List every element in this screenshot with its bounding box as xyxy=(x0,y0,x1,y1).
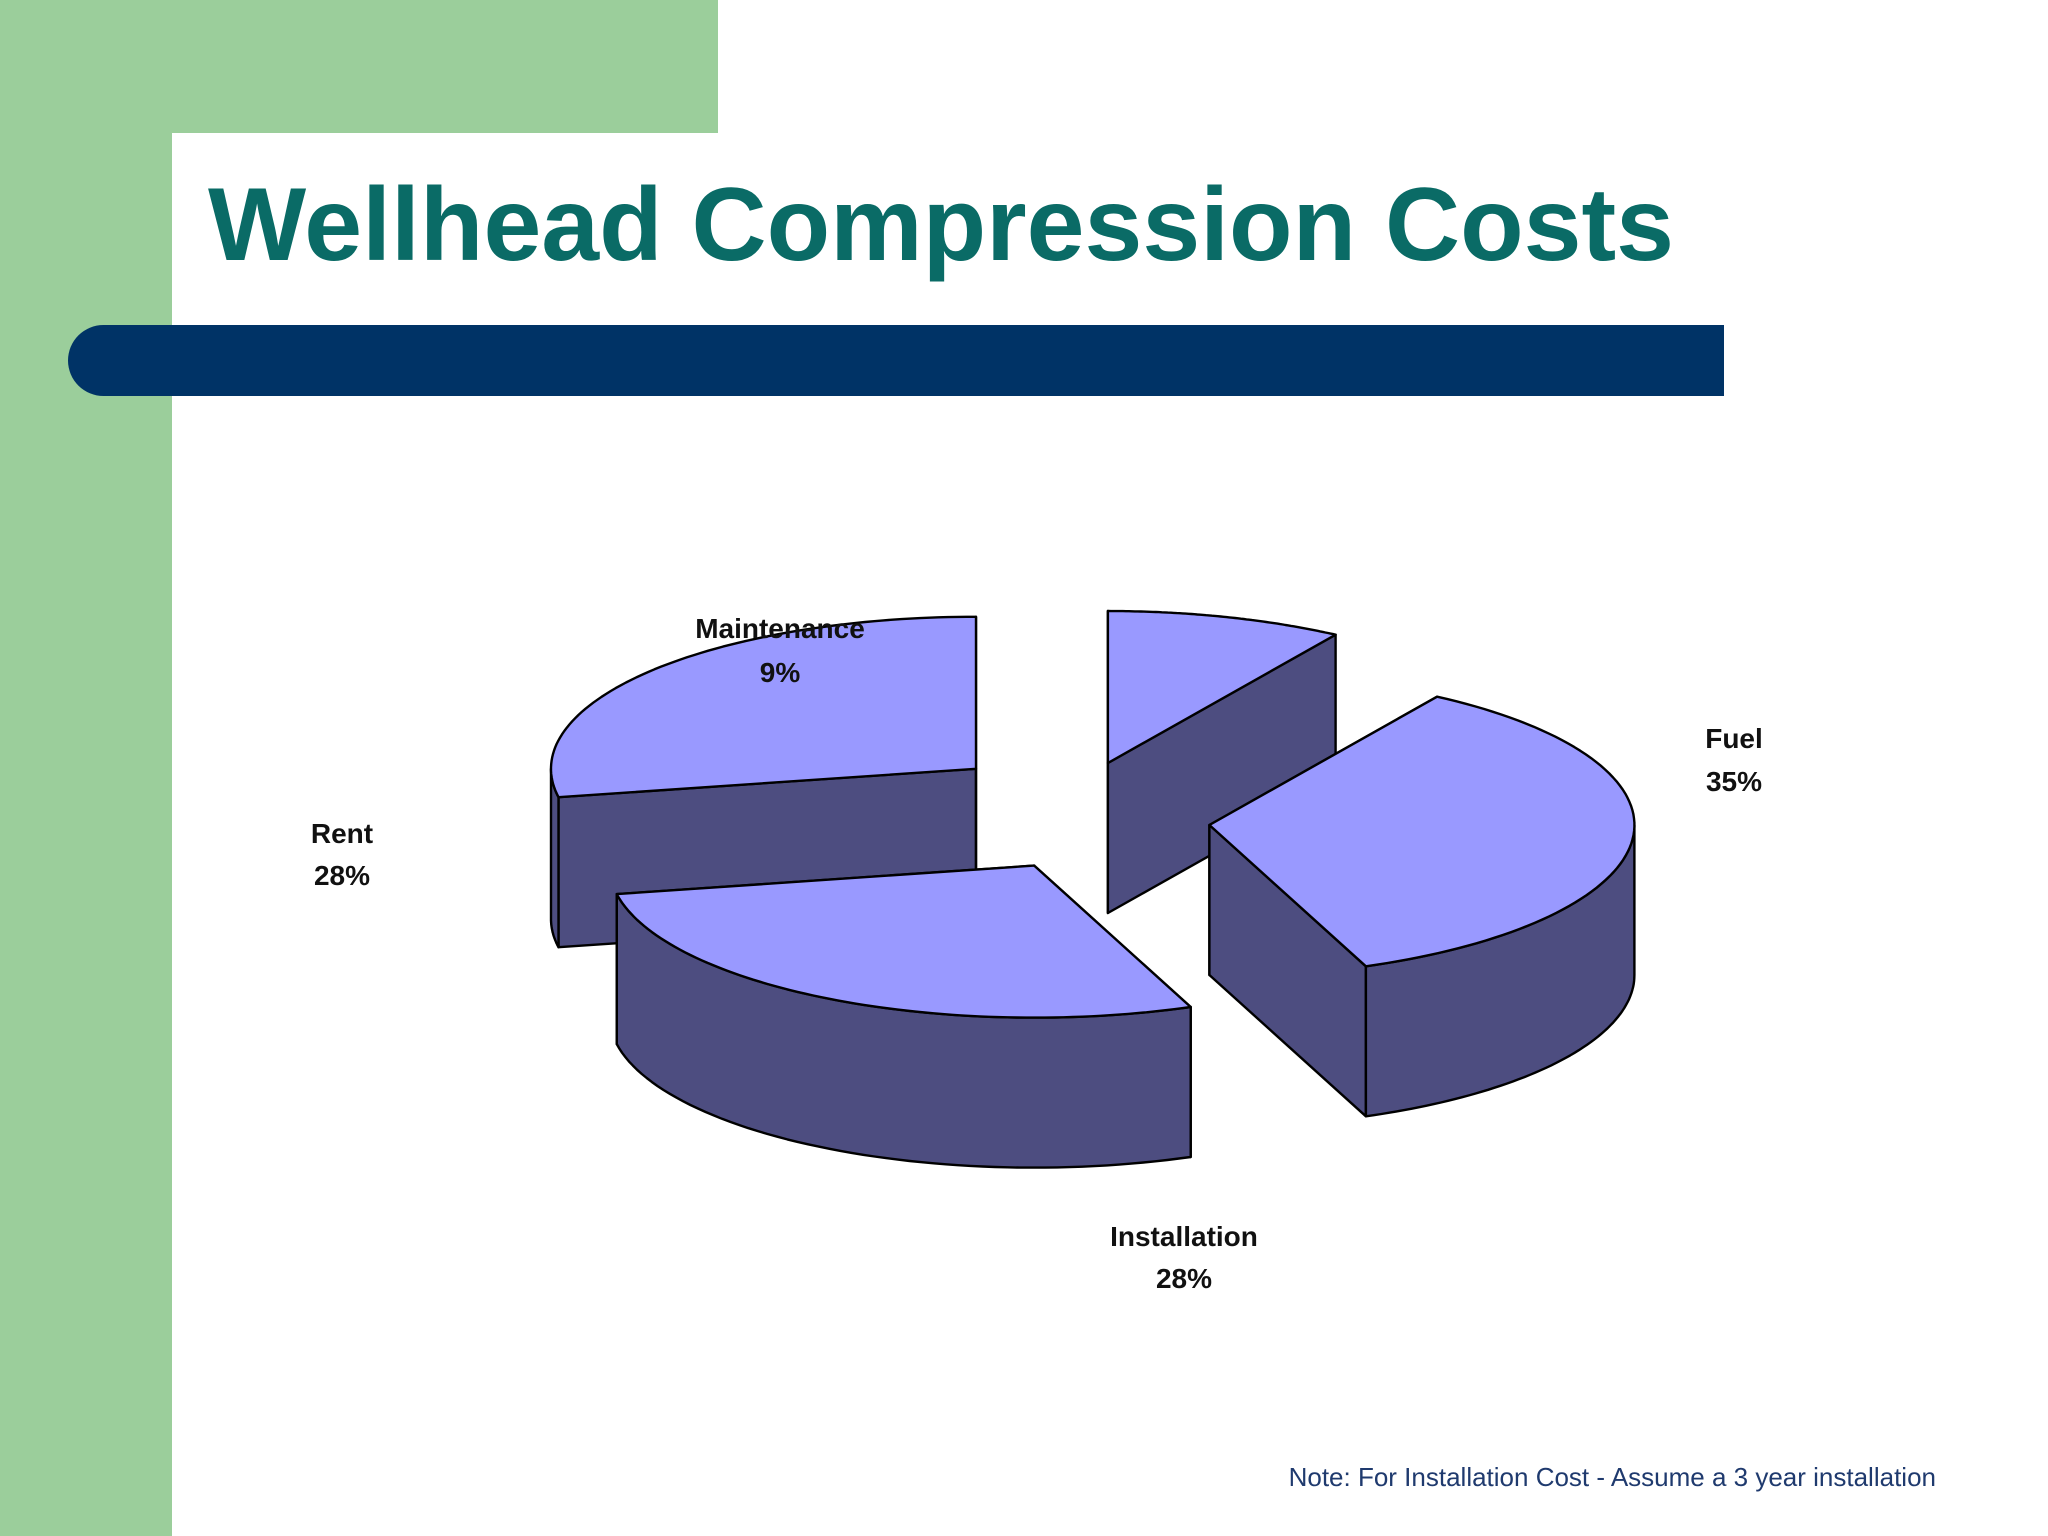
slide-title: Wellhead Compression Costs xyxy=(208,167,1674,283)
slice-value-installation: 28% xyxy=(1156,1263,1212,1294)
slice-value-rent: 28% xyxy=(314,860,370,891)
sidebar-green-bar xyxy=(0,0,172,1536)
slice-top-face xyxy=(615,864,1192,1019)
installation-note: Note: For Installation Cost - Assume a 3… xyxy=(1288,1462,1936,1492)
top-green-block xyxy=(0,0,718,133)
slice-top-face xyxy=(1208,695,1636,968)
slice-label-installation: Installation xyxy=(1110,1221,1258,1252)
slice-top-face xyxy=(1106,609,1337,765)
slice-value-fuel: 35% xyxy=(1706,766,1762,797)
slice-value-maintenance: 9% xyxy=(760,657,801,688)
pie-slices-group xyxy=(549,609,1636,1169)
slice-label-maintenance: Maintenance xyxy=(695,613,865,644)
slice-label-fuel: Fuel xyxy=(1705,723,1763,754)
pie-labels-group: Maintenance 9% Fuel 35% Installation 28% Rent 2… xyxy=(311,613,1763,1294)
pie-slice-installation xyxy=(615,864,1192,1169)
slice-label-rent: Rent xyxy=(311,818,373,849)
slice-top-face xyxy=(549,615,978,799)
pie-slice-fuel xyxy=(1208,695,1636,1118)
title-underline-bar xyxy=(68,325,1724,396)
